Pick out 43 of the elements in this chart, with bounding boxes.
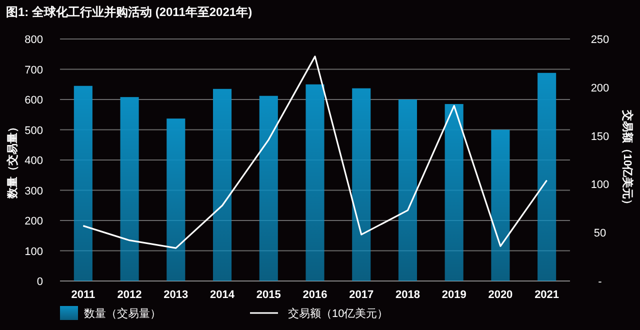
x-tick-label: 2020 [488, 289, 513, 301]
y-tick-label: 800 [24, 34, 43, 46]
line-series [82, 56, 548, 249]
y-tick-label: 0 [36, 276, 43, 288]
y-tick-label: 600 [24, 94, 43, 106]
x-tick-label: 2013 [164, 289, 188, 301]
legend-label: 数量（交易量） [84, 307, 161, 320]
y2-axis-title: 交易额（10亿美元） [621, 108, 634, 210]
bar [398, 100, 417, 281]
bar [74, 86, 92, 281]
bar [444, 104, 464, 281]
x-tick-label: 2021 [534, 289, 560, 301]
x-tick-label: 2014 [210, 289, 236, 301]
x-tick-label: 2012 [117, 289, 142, 301]
x-tick-label: 2019 [442, 289, 466, 301]
y2-tick-label: - [598, 276, 602, 288]
y-axis-title: 数量（交易量） [6, 122, 19, 200]
bar [120, 97, 139, 281]
y2-tick-label: 50 [594, 228, 606, 240]
bar [166, 118, 186, 281]
y2-tick-label: 100 [590, 179, 610, 192]
x-tick-label: 2018 [395, 289, 420, 301]
y-tick-label: 300 [24, 185, 43, 198]
bar [491, 130, 510, 281]
bar [352, 88, 371, 281]
y2-tick-label: 250 [590, 34, 610, 46]
bar [306, 84, 324, 281]
y-tick-label: 200 [24, 216, 43, 228]
x-tick-label: 2016 [302, 289, 328, 301]
bar [538, 72, 556, 281]
y-tick-label: 100 [24, 246, 43, 258]
legend-label: 交易额（10亿美元） [288, 307, 388, 320]
y-tick-label: 400 [24, 155, 43, 167]
x-tick-label: 2011 [71, 289, 96, 301]
y2-tick-label: 200 [590, 82, 610, 94]
bar [213, 88, 232, 281]
y2-tick-label: 150 [590, 130, 610, 143]
y-tick-label: 700 [24, 64, 43, 76]
x-tick-label: 2015 [256, 289, 281, 301]
y-tick-label: 500 [24, 124, 43, 137]
chart-title: 图1: 全球化工行业并购活动 (2011年至2021年) [6, 5, 252, 19]
x-tick-label: 2017 [349, 289, 374, 301]
bar [259, 96, 278, 281]
